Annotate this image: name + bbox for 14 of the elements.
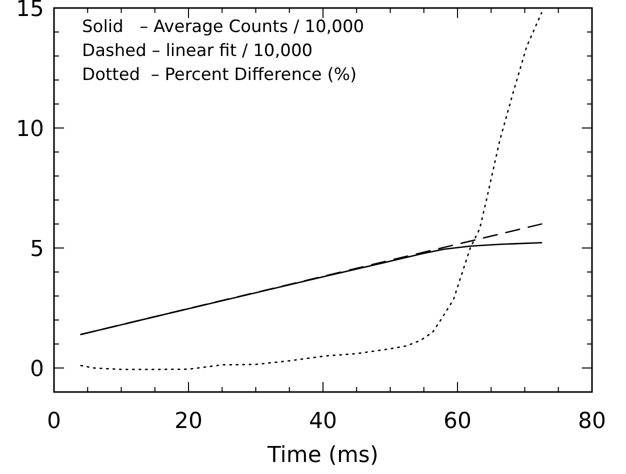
x-tick-label: 20	[174, 409, 202, 434]
y-tick-label: 10	[16, 117, 44, 142]
y-tick-label: 15	[16, 0, 44, 22]
annotation: Solid – Average Counts / 10,000	[82, 17, 364, 37]
annotation: Dotted – Percent Difference (%)	[82, 65, 357, 85]
y-tick-label: 0	[30, 357, 44, 382]
x-tick-label: 80	[578, 409, 606, 434]
annotation: Dashed – linear fit / 10,000	[82, 41, 313, 61]
x-tick-label: 60	[444, 409, 472, 434]
line-series	[80, 12, 542, 370]
y-tick-label: 5	[30, 237, 44, 262]
x-tick-label: 40	[309, 409, 337, 434]
x-tick-label: 0	[47, 409, 61, 434]
x-axis-title: Time (ms)	[266, 443, 378, 468]
